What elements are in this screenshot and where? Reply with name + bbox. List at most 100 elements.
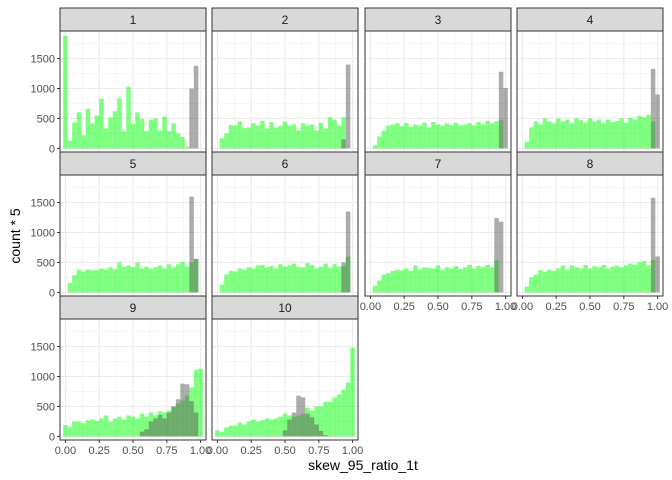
green-bar [180, 261, 185, 293]
gray-bar [189, 196, 194, 293]
green-bar [260, 120, 265, 149]
green-bar [76, 112, 82, 149]
green-bar [144, 416, 149, 437]
x-tick-label: 0.50 [427, 301, 448, 313]
green-bar [623, 265, 629, 293]
green-bar [542, 271, 548, 293]
green-bar [121, 131, 127, 149]
y-tick-label: 0 [49, 431, 55, 443]
green-bar [601, 264, 606, 293]
green-bar [135, 262, 140, 293]
green-bar [117, 262, 122, 293]
green-bar [278, 416, 283, 437]
green-bar [260, 264, 265, 293]
x-tick-label: 0.75 [156, 445, 177, 457]
green-bar [542, 118, 548, 149]
green-bar [646, 114, 651, 149]
facet-strip-label: 6 [282, 157, 289, 171]
green-bar [282, 121, 288, 149]
green-bar [309, 264, 315, 293]
facet-panel-6: 6 [211, 151, 359, 297]
green-bar [278, 264, 283, 293]
green-bar [224, 133, 229, 149]
green-bar [318, 122, 324, 149]
green-bar [404, 123, 409, 149]
x-tick-label: 0.50 [579, 301, 600, 313]
green-bar [94, 115, 100, 149]
green-bar [529, 277, 534, 293]
green-bar [426, 267, 432, 293]
green-bar [233, 125, 238, 149]
green-bar [117, 98, 122, 149]
gray-bar [345, 64, 351, 149]
gray-bar [300, 397, 306, 437]
gray-bar [139, 431, 145, 437]
green-bar [94, 270, 100, 293]
x-tick-label: 0.50 [122, 445, 143, 457]
green-bar [296, 266, 301, 293]
green-bar [556, 268, 561, 293]
green-bar [489, 123, 495, 149]
green-bar [485, 120, 490, 149]
green-bar [341, 117, 346, 149]
green-bar [426, 127, 432, 149]
green-bar [637, 262, 642, 293]
y-tick-label: 0 [49, 287, 55, 299]
green-bar [637, 116, 642, 149]
green-bar [130, 416, 136, 437]
green-bar [157, 265, 163, 293]
x-tick-label: 0.50 [274, 445, 295, 457]
green-bar [323, 401, 328, 437]
gray-bar [655, 94, 660, 149]
green-bar [273, 268, 279, 293]
gray-bar [650, 68, 656, 149]
green-bar [623, 122, 629, 149]
green-bar [171, 267, 176, 293]
x-axis-title: skew_95_ratio_1t [308, 457, 418, 473]
green-bar [130, 267, 136, 293]
gray-bar [323, 435, 328, 437]
green-bar [569, 123, 575, 149]
y-tick-label: 0 [49, 143, 55, 155]
green-bar [476, 266, 481, 293]
green-bar [76, 269, 82, 293]
green-bar [103, 128, 109, 149]
green-bar [533, 121, 539, 149]
green-bar [494, 121, 499, 149]
green-bar [242, 269, 247, 293]
green-bar [444, 267, 450, 293]
green-bar [264, 418, 270, 437]
green-bar [278, 125, 283, 149]
gray-bar [180, 383, 185, 437]
green-bar [619, 118, 624, 149]
green-bar [99, 98, 104, 149]
green-bar [327, 267, 333, 293]
green-bar [628, 263, 633, 293]
green-bar [408, 126, 414, 149]
green-bar [453, 266, 459, 293]
green-bar [90, 270, 95, 293]
green-bar [462, 267, 468, 293]
green-bar [529, 127, 534, 149]
green-bar [305, 125, 310, 149]
green-bar [605, 119, 611, 149]
y-tick-label: 1000 [31, 228, 55, 240]
gray-bar [287, 419, 292, 437]
y-tick-label: 1500 [31, 342, 55, 354]
green-bar [318, 266, 324, 293]
green-bar [458, 269, 463, 293]
gray-bar [189, 401, 194, 437]
green-bar [228, 270, 234, 293]
green-bar [444, 123, 450, 149]
gray-bar [184, 384, 190, 437]
green-bar [574, 118, 579, 149]
green-bar [565, 269, 570, 293]
facet-panel-1: 1 0 500 1000 1500 [31, 7, 207, 155]
green-bar [126, 86, 131, 149]
green-bar [135, 112, 140, 149]
green-bar [524, 286, 530, 293]
green-bar [610, 266, 615, 293]
green-bar [184, 266, 190, 293]
green-bar [399, 126, 405, 149]
